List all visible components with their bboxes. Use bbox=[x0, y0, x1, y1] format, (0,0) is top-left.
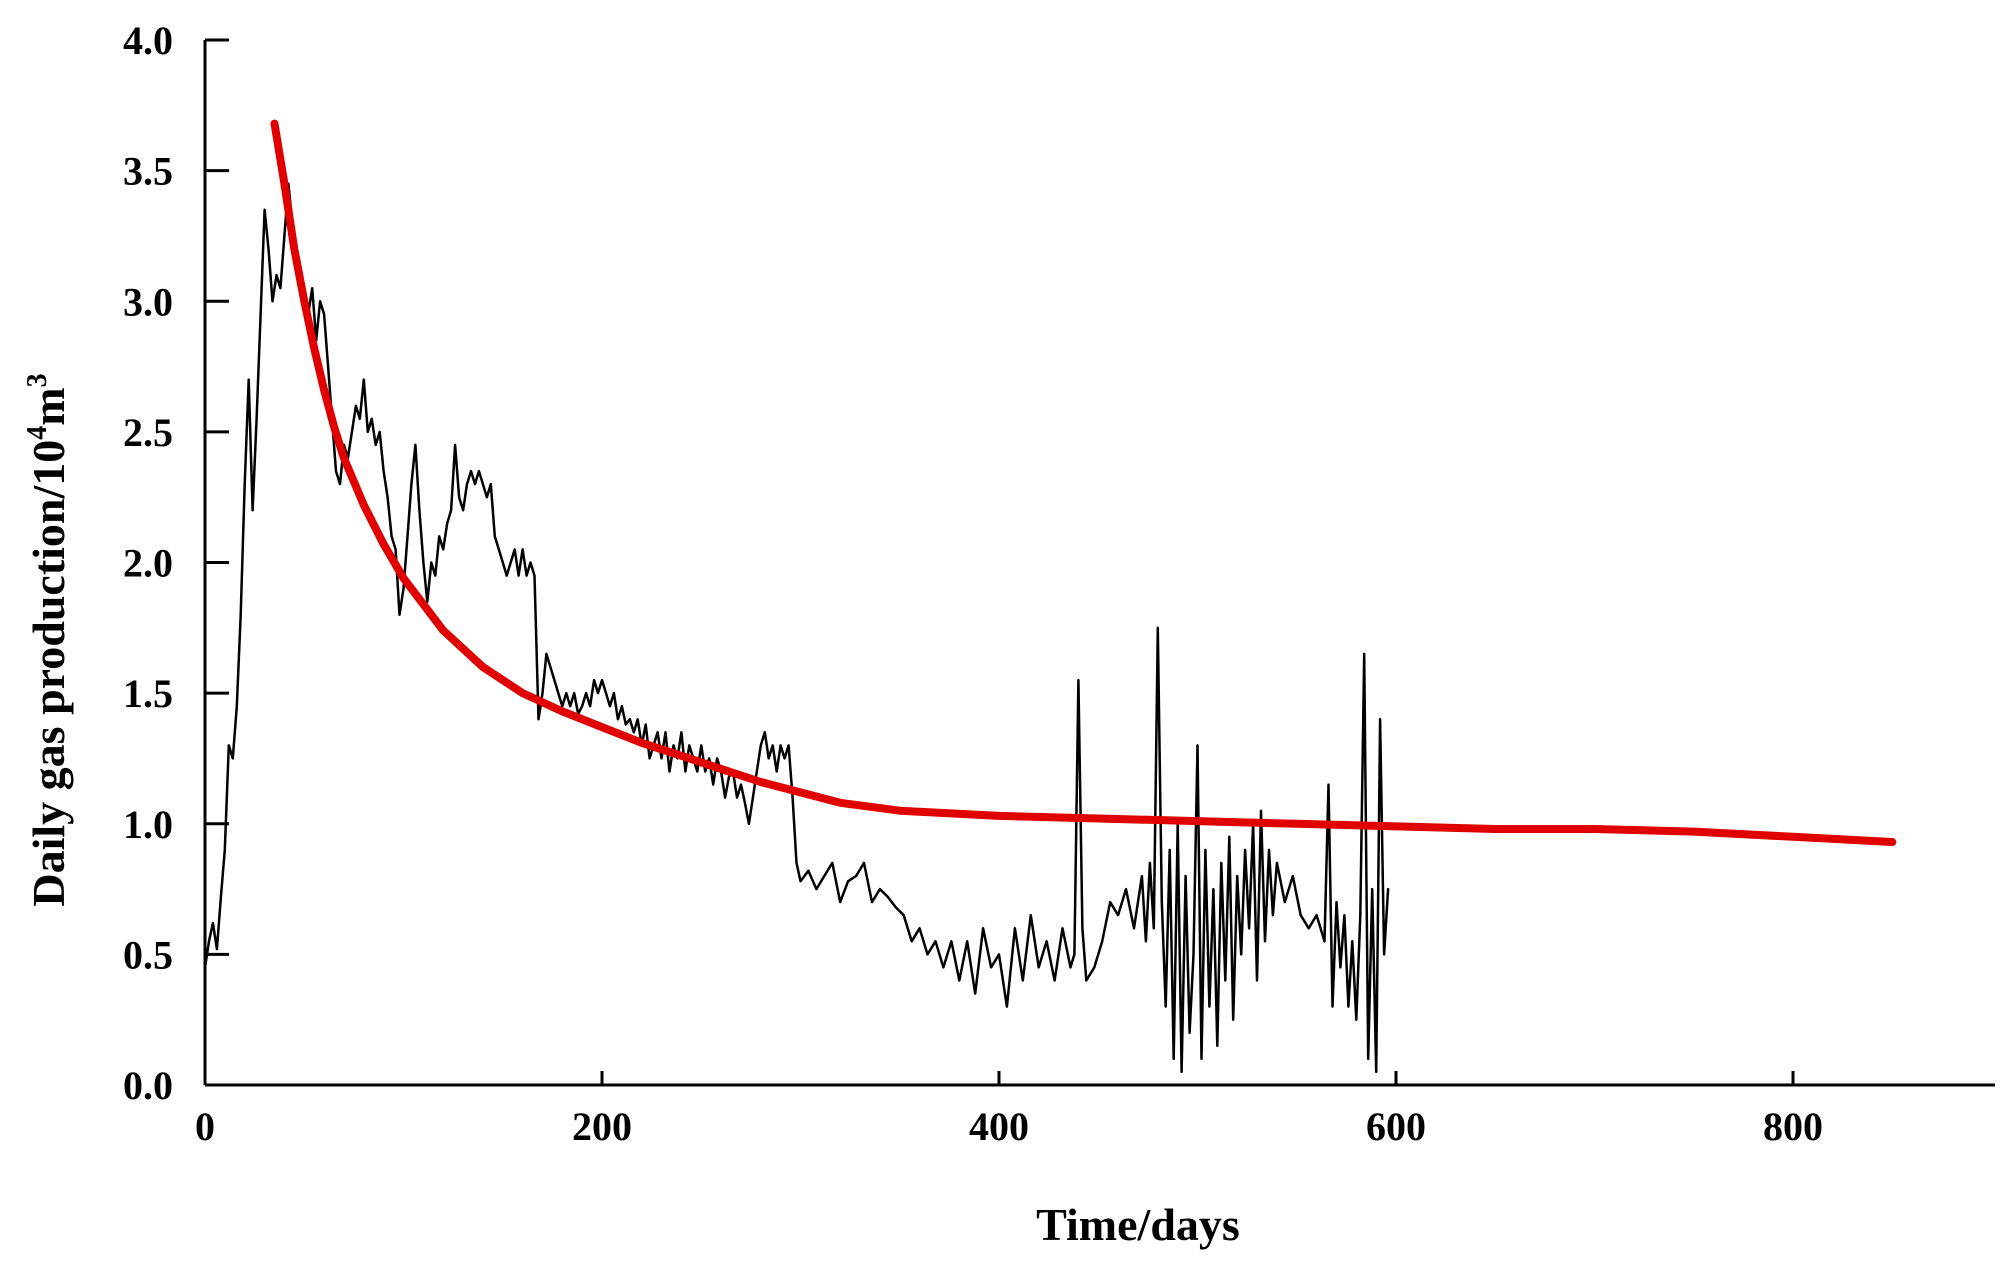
y-tick-label: 0.5 bbox=[123, 932, 173, 977]
y-tick-label: 0.0 bbox=[123, 1063, 173, 1108]
x-tick-label: 200 bbox=[572, 1104, 632, 1149]
y-axis-title-mid: m bbox=[23, 387, 74, 425]
axes: 0 200 400 600 800 0.0 0.5 1.0 1.5 2.0 2.5 3.0 3.5 4.… bbox=[123, 18, 1995, 1149]
x-ticks: 0 200 400 600 800 bbox=[195, 1071, 1823, 1149]
y-tick-label: 1.5 bbox=[123, 671, 173, 716]
y-axis-title-sup2: 3 bbox=[22, 373, 53, 387]
y-axis-title-sup1: 4 bbox=[22, 426, 53, 440]
series-line-black bbox=[203, 182, 1390, 1074]
y-axis-title-main: Daily gas production/10 bbox=[23, 440, 74, 907]
y-ticks: 0.0 0.5 1.0 1.5 2.0 2.5 3.0 3.5 4.0 bbox=[123, 18, 229, 1108]
y-tick-label: 2.0 bbox=[123, 541, 173, 586]
x-tick-label: 400 bbox=[969, 1104, 1029, 1149]
y-tick-label: 2.5 bbox=[123, 410, 173, 455]
plot-area bbox=[203, 119, 1897, 1074]
y-tick-label: 3.5 bbox=[123, 149, 173, 194]
x-tick-label: 800 bbox=[1763, 1104, 1823, 1149]
y-tick-label: 3.0 bbox=[123, 279, 173, 324]
x-tick-label: 600 bbox=[1366, 1104, 1426, 1149]
y-axis-title: Daily gas production/104m3 bbox=[22, 373, 74, 906]
x-tick-label: 0 bbox=[195, 1104, 215, 1149]
y-tick-label: 1.0 bbox=[123, 802, 173, 847]
y-tick-label: 4.0 bbox=[123, 18, 173, 63]
series-line-red bbox=[270, 119, 1897, 846]
x-axis-title: Time/days bbox=[1036, 1199, 1240, 1250]
